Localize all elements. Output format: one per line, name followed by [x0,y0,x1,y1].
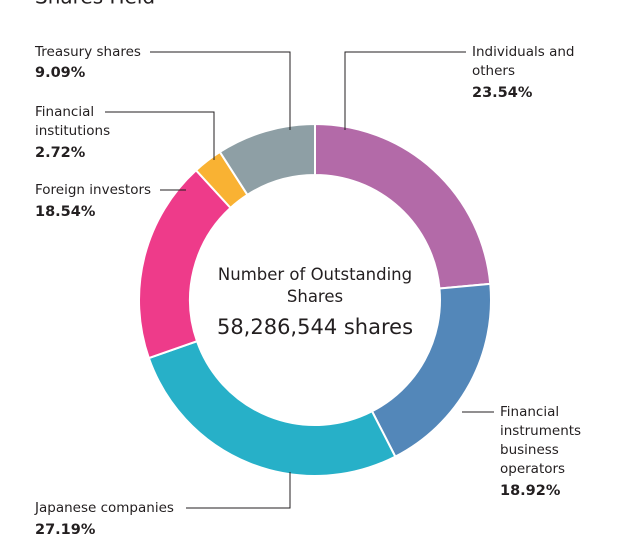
value-label: 23.54% [472,85,533,101]
value-label: 18.92% [500,483,561,499]
center-value: 58,286,544 shares [217,315,413,339]
leader-line [186,472,291,509]
segment-label: Japanese companies [34,500,174,516]
center-label: Number of Outstanding Shares [218,265,412,306]
value-label: 2.72% [35,145,86,161]
donut-segment [370,282,492,458]
donut-segment [218,122,316,197]
donut-segment [147,339,397,477]
leader-line [150,51,291,130]
segment-label: Financial instruments business operators [500,404,581,477]
value-label: 9.09% [35,65,86,81]
segment-label: Foreign investors [35,182,151,198]
leader-line [105,111,215,160]
chart-title: Shares Held [35,0,155,9]
leader-line [344,51,466,130]
segment-label: Treasury shares [34,44,141,60]
value-label: 27.19% [35,522,96,538]
value-label: 18.54% [35,204,96,220]
segment-label: Individuals and others [472,44,574,79]
segment-label: Financial institutions [35,104,110,139]
